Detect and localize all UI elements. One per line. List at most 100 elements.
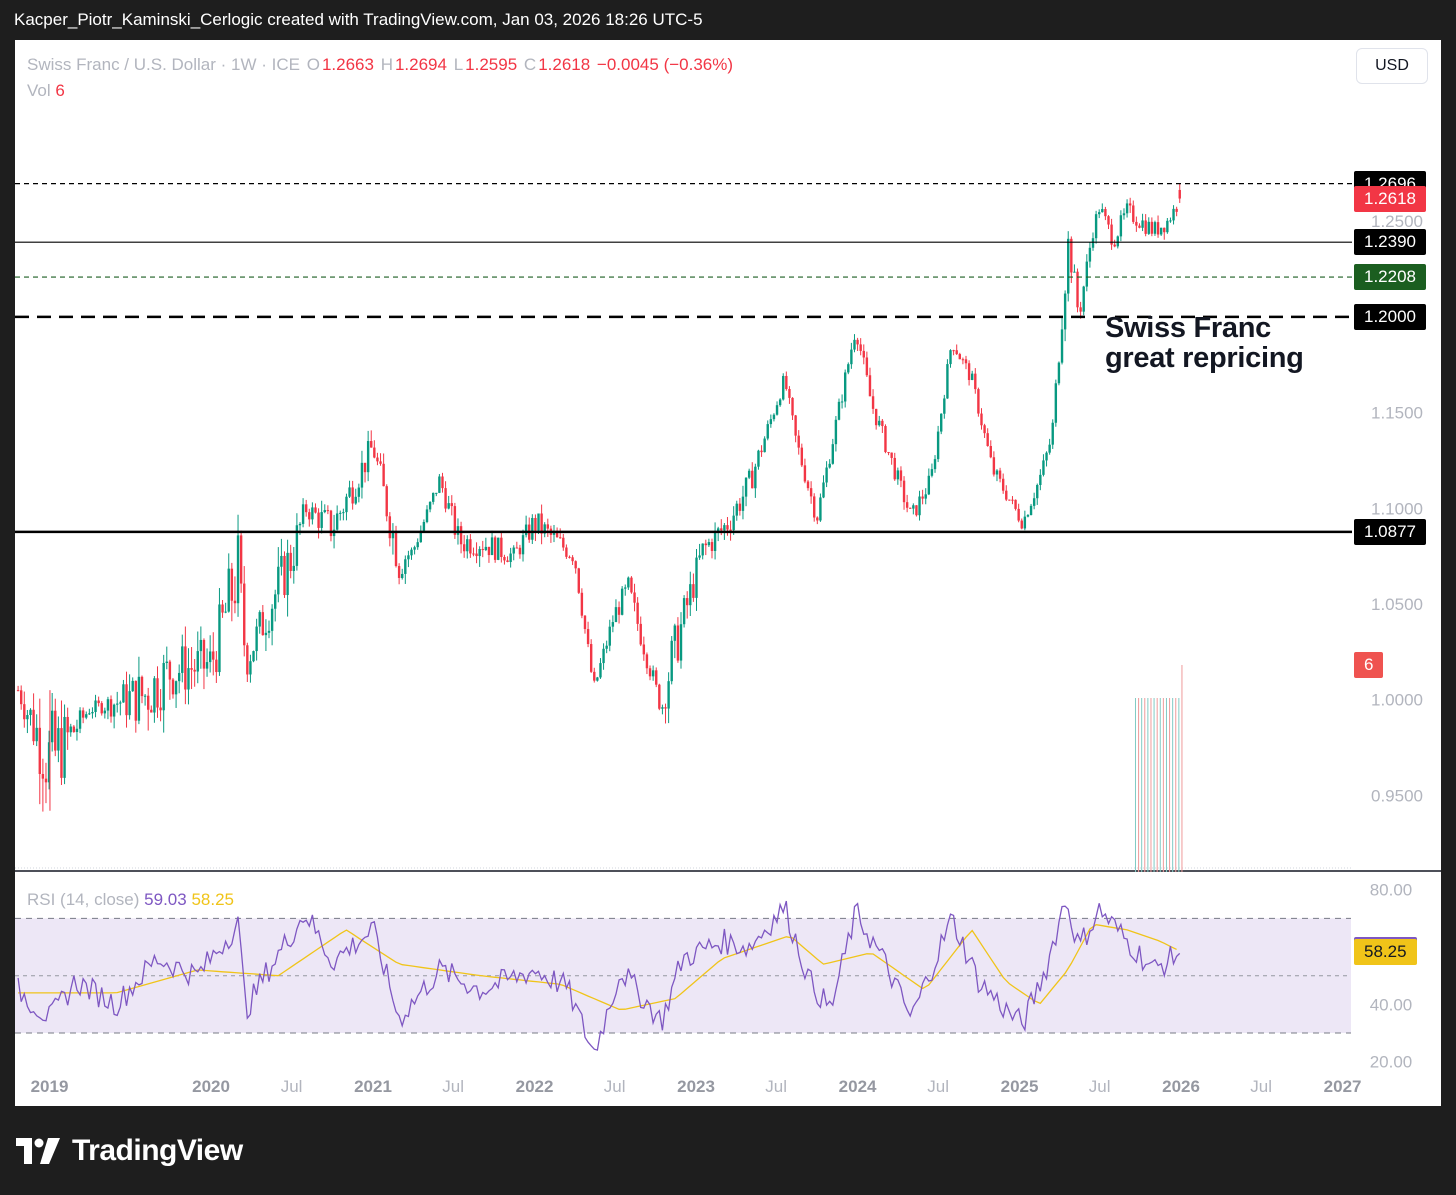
candle-body <box>323 510 326 513</box>
chart-annotation[interactable]: Swiss Franc great repricing <box>1105 313 1365 373</box>
candle-body <box>1005 490 1008 500</box>
candle-body <box>493 537 497 560</box>
candle-body <box>878 420 881 426</box>
candle-body <box>475 553 478 557</box>
candle-body <box>407 555 410 560</box>
candle-body <box>515 547 519 549</box>
price-axis-tick-label: 1.0000 <box>1371 691 1423 710</box>
rsi-label[interactable]: RSI (14, close) <box>27 890 140 909</box>
candle-body <box>518 547 522 555</box>
candle-body <box>543 524 546 534</box>
candle-body <box>274 594 277 609</box>
candle-body <box>413 547 416 550</box>
candle-body <box>977 389 980 414</box>
candle-body <box>143 695 147 697</box>
candle-body <box>822 482 825 498</box>
candle-body <box>881 420 884 427</box>
candle-body <box>707 542 711 546</box>
candle-body <box>899 470 903 481</box>
candle-body <box>744 477 748 497</box>
high-value: 1.2694 <box>394 55 447 74</box>
price-level-badge: 1.2390 <box>1354 229 1426 256</box>
candle-body <box>809 488 813 497</box>
chart-caption: Kacper_Piotr_Kaminski_Cerlogic created w… <box>14 10 703 29</box>
candle-body <box>1070 238 1073 273</box>
candle-body <box>490 537 494 556</box>
candle-body <box>884 426 887 453</box>
symbol-title[interactable]: Swiss Franc / U.S. Dollar · 1W · ICE <box>27 55 300 74</box>
candle-body <box>558 537 562 539</box>
candle-body <box>909 507 912 509</box>
candle-body <box>255 626 258 652</box>
candle-body <box>236 535 240 604</box>
volume-label[interactable]: Vol <box>27 81 51 100</box>
candle-body <box>484 546 488 551</box>
candle-body <box>91 712 94 714</box>
candle-body <box>342 512 345 514</box>
candle-body <box>140 676 144 697</box>
candle-body <box>676 625 680 661</box>
candle-body <box>1079 307 1082 312</box>
candle-body <box>565 547 568 557</box>
candle-body <box>955 350 958 355</box>
high-label: H <box>380 55 393 74</box>
candle-body <box>314 507 317 513</box>
candle-body <box>370 441 373 448</box>
candle-body <box>850 349 853 365</box>
candle-body <box>1132 205 1135 222</box>
candle-body <box>357 487 361 497</box>
candle-body <box>497 537 500 560</box>
time-axis-tick-label: 2027 <box>1324 1077 1362 1096</box>
chart-canvas[interactable]: 1.2500 1.1500 1.1000 1.0500 1.0000 0.9500 80.0… <box>15 40 1441 1106</box>
candle-body <box>85 714 88 718</box>
symbol-legend: Swiss Franc / U.S. Dollar · 1W · ICE O 1.… <box>27 55 735 75</box>
candle-body <box>1048 444 1051 453</box>
candle-body <box>593 671 596 681</box>
candle-body <box>825 467 828 483</box>
candle-body <box>788 389 791 398</box>
candle-body <box>936 431 940 460</box>
rsi-ma-line <box>18 924 1177 1010</box>
candle-body <box>512 547 515 554</box>
candle-body <box>692 584 695 598</box>
rsi-ma-value: 58.25 <box>191 890 234 909</box>
price-level-badge: 1.2000 <box>1354 303 1426 330</box>
candle-body <box>630 577 633 593</box>
candle-body <box>1138 225 1141 228</box>
price-axis-tick-label: 1.2500 <box>1371 212 1423 231</box>
candle-body <box>1098 212 1101 215</box>
candle-body <box>376 457 379 462</box>
candle-body <box>1082 286 1085 312</box>
candle-body <box>577 568 580 593</box>
candle-body <box>1128 203 1132 206</box>
candle-body <box>122 684 125 703</box>
candle-body <box>967 363 971 381</box>
price-axis-tick-label: 1.1500 <box>1371 404 1423 423</box>
candle-body <box>1036 484 1039 499</box>
candle-body <box>834 419 838 445</box>
candle-body <box>624 587 627 589</box>
candle-body <box>57 728 60 751</box>
candle-body <box>1159 227 1163 235</box>
candle-body <box>658 684 661 709</box>
candle-body <box>335 513 339 530</box>
candle-body <box>980 413 983 426</box>
low-value: 1.2595 <box>465 55 518 74</box>
candle-body <box>63 716 66 778</box>
candle-body <box>153 678 156 713</box>
candle-body <box>1094 214 1098 239</box>
candle-body <box>664 707 667 709</box>
price-axis-tick-label: 0.9500 <box>1371 786 1423 805</box>
time-axis-tick-label: Jul <box>1250 1077 1272 1096</box>
candle-body <box>927 475 931 495</box>
candle-body <box>874 408 878 426</box>
candle-body <box>642 644 646 655</box>
candle-body <box>843 372 847 402</box>
candle-body <box>1147 221 1150 234</box>
candle-body <box>871 396 875 409</box>
candle-body <box>1039 474 1042 485</box>
candle-body <box>958 354 962 360</box>
currency-button[interactable]: USD <box>1356 48 1428 84</box>
candle-body <box>388 516 392 539</box>
candle-body <box>150 709 153 713</box>
